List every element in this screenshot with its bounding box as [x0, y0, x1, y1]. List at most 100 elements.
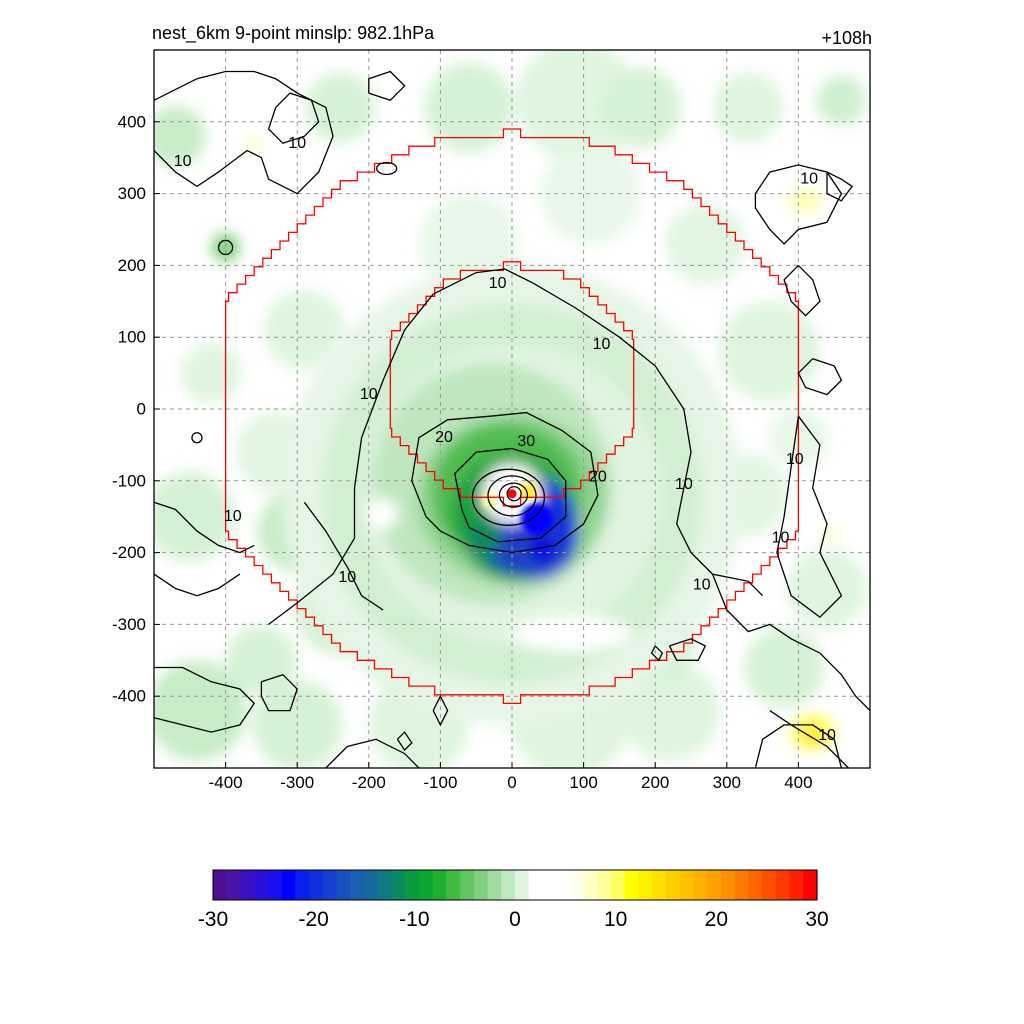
- y-tick-label: 200: [118, 256, 146, 275]
- y-tick-label: -400: [112, 687, 146, 706]
- colorbar-swatch: [803, 870, 818, 900]
- colorbar-swatch: [322, 870, 338, 900]
- colorbar-tick-label: 10: [604, 908, 627, 931]
- contour-label: 10: [288, 135, 306, 152]
- domain-outline-1: [224, 128, 800, 705]
- contour-nw-small: [368, 70, 406, 102]
- colorbar-tick-label: 0: [509, 908, 521, 931]
- y-tick-label: 100: [118, 328, 146, 347]
- colorbar-swatch: [528, 870, 544, 900]
- contour-label: 20: [589, 469, 607, 486]
- contour-sw-loop: [260, 673, 298, 712]
- contour-label: 20: [435, 429, 453, 446]
- colorbar-swatch: [679, 870, 695, 900]
- contour-s-arc: [325, 738, 420, 768]
- contour-w-dot: [217, 239, 234, 256]
- contour-10-sw-arc: [303, 501, 384, 611]
- contour-labels: 10 10 10 10 10 20 30 20 10 10 10 10 10 10 10 10: [174, 135, 836, 744]
- colorbar-swatch: [405, 870, 420, 900]
- colorbar-swatch: [624, 870, 640, 900]
- colorbar-swatch: [254, 870, 269, 900]
- plot-title: nest_6km 9-point minslp: 982.1hPa: [152, 23, 435, 44]
- colorbar-swatch: [350, 870, 365, 900]
- contour-label: 10: [360, 386, 378, 403]
- colorbar-swatch: [762, 870, 777, 900]
- storm-center-marker: [507, 489, 517, 499]
- contour-label: 10: [489, 275, 507, 292]
- colorbar-frame: [212, 869, 818, 901]
- colorbar-swatch: [487, 870, 502, 900]
- colorbar-swatch: [693, 870, 708, 900]
- y-tick-label: 400: [118, 112, 146, 131]
- colorbar-swatch: [460, 870, 475, 900]
- contour-30: [453, 447, 567, 543]
- colorbar-swatch: [446, 870, 461, 900]
- contour-se-small: [668, 638, 707, 661]
- domain-outline-0: [389, 261, 635, 507]
- colorbar-swatch: [515, 870, 530, 900]
- colorbar-swatch: [652, 870, 667, 900]
- colorbar-swatch: [597, 870, 612, 900]
- contour-nw-loop: [267, 92, 320, 145]
- contour-label: 10: [818, 727, 836, 744]
- storm-center-dot: [507, 489, 517, 499]
- colorbar-swatch: [391, 870, 406, 900]
- colorbar-swatch: [377, 870, 393, 900]
- forecast-time-label: +108h: [821, 28, 872, 48]
- contour-se-dot: [650, 645, 664, 662]
- contour-s-small: [432, 694, 449, 727]
- contour-inner-4: [506, 486, 522, 502]
- contour-10-w: [154, 501, 255, 554]
- colorbar-swatch: [364, 870, 379, 900]
- colorbar-swatch: [213, 870, 228, 900]
- colorbar-swatch: [775, 870, 791, 900]
- colorbar-swatch: [666, 870, 681, 900]
- x-tick-label: -200: [352, 773, 386, 792]
- colorbar: [212, 869, 818, 901]
- y-tick-label: 300: [118, 184, 146, 203]
- contour-10-e: [776, 415, 843, 619]
- contour-nw-dot: [376, 161, 398, 176]
- colorbar-swatch: [336, 870, 351, 900]
- colorbar-swatch: [611, 870, 626, 900]
- colorbar-tick-labels: -30 -20 -10 0 10 20 30: [198, 908, 829, 931]
- contour-w-dot-2: [191, 432, 203, 444]
- contour-ne-small: [826, 171, 854, 202]
- contour-label: 10: [693, 576, 711, 593]
- contour-10-se-loop: [754, 724, 843, 768]
- colorbar-swatch: [473, 870, 489, 900]
- colorbar-swatch: [569, 870, 585, 900]
- contour-20: [411, 411, 599, 554]
- colorbar-swatch: [418, 870, 434, 900]
- contour-10-outer: [268, 268, 764, 625]
- colorbar-swatch: [295, 870, 310, 900]
- colorbar-swatch: [748, 870, 763, 900]
- contour-10-ne: [754, 164, 843, 245]
- colorbar-swatch: [309, 870, 324, 900]
- domain-outline: [224, 128, 800, 705]
- contour-se-arc: [769, 710, 849, 768]
- colorbar-tick-label: 30: [805, 908, 828, 931]
- colorbar-tick-label: -20: [298, 908, 328, 931]
- colorbar-swatch: [638, 870, 653, 900]
- colorbar-swatch: [734, 870, 749, 900]
- colorbar-swatch: [240, 870, 255, 900]
- contour-10-sw: [154, 666, 256, 733]
- colorbar-tick-label: -10: [399, 908, 429, 931]
- contour-10-nw: [154, 70, 334, 195]
- contour-s-small-2: [396, 731, 413, 752]
- colorbar-swatch: [226, 870, 242, 900]
- colorbar-swatch: [432, 870, 447, 900]
- x-tick-label: 200: [641, 773, 669, 792]
- contour-inner-1: [471, 468, 546, 526]
- contour-label: 10: [338, 569, 356, 586]
- colorbar-swatch: [707, 870, 722, 900]
- contour-inner-3: [498, 482, 529, 508]
- colorbar-swatch: [556, 870, 571, 900]
- contour-10-se: [711, 573, 870, 712]
- y-tick-label: 0: [137, 400, 146, 419]
- contour-w-arc: [154, 573, 241, 597]
- contour-label: 10: [174, 153, 192, 170]
- x-axis-ticks: -400 -300 -200 -100 0 100 200 300 400: [209, 762, 813, 792]
